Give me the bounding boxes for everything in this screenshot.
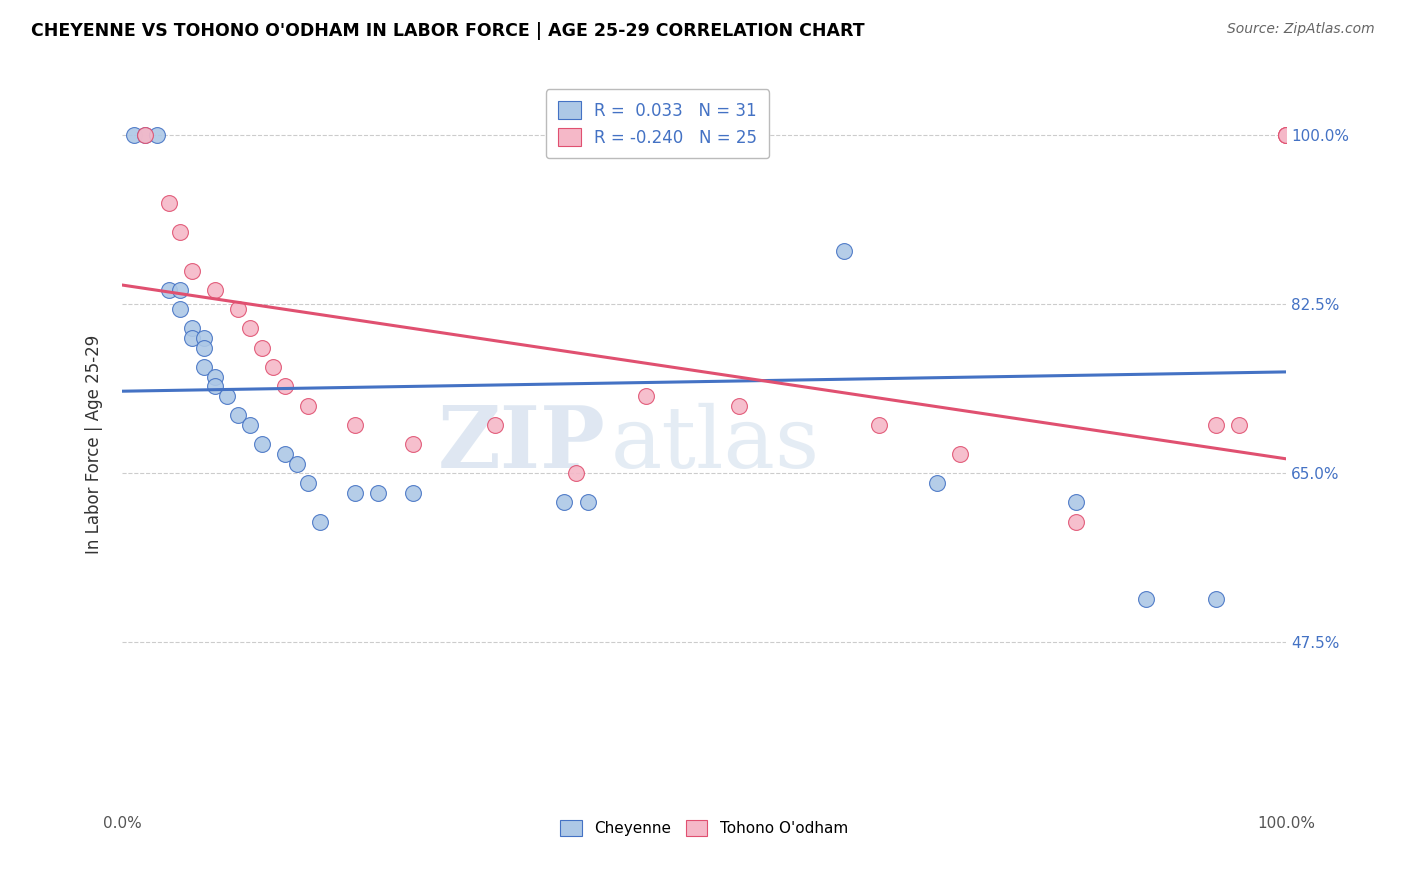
Point <box>215 389 238 403</box>
Point <box>1205 417 1227 432</box>
Point <box>169 302 191 317</box>
Point <box>1066 495 1088 509</box>
Point <box>1275 128 1298 143</box>
Point <box>868 417 890 432</box>
Point <box>228 302 250 317</box>
Point <box>285 457 308 471</box>
Point <box>157 196 180 211</box>
Point <box>576 495 599 509</box>
Point <box>553 495 575 509</box>
Point <box>343 417 366 432</box>
Point <box>146 128 169 143</box>
Point <box>250 341 273 355</box>
Point <box>949 447 972 461</box>
Point <box>1275 128 1298 143</box>
Point <box>728 399 751 413</box>
Point <box>239 321 262 335</box>
Point <box>180 263 202 277</box>
Point <box>484 417 506 432</box>
Point <box>169 225 191 239</box>
Point <box>193 360 215 375</box>
Y-axis label: In Labor Force | Age 25-29: In Labor Force | Age 25-29 <box>86 334 103 554</box>
Point <box>274 447 297 461</box>
Point <box>634 389 657 403</box>
Point <box>180 331 202 345</box>
Point <box>1205 591 1227 606</box>
Point <box>204 369 226 384</box>
Point <box>565 467 588 481</box>
Legend: Cheyenne, Tohono O'odham: Cheyenne, Tohono O'odham <box>553 813 855 844</box>
Point <box>180 321 202 335</box>
Point <box>193 341 215 355</box>
Text: Source: ZipAtlas.com: Source: ZipAtlas.com <box>1227 22 1375 37</box>
Point <box>1229 417 1251 432</box>
Point <box>367 485 389 500</box>
Point <box>309 515 332 529</box>
Point <box>134 128 156 143</box>
Text: ZIP: ZIP <box>437 402 605 486</box>
Point <box>402 485 425 500</box>
Point <box>274 379 297 393</box>
Point <box>157 283 180 297</box>
Point <box>204 283 226 297</box>
Point <box>204 379 226 393</box>
Point <box>193 331 215 345</box>
Point <box>925 475 948 490</box>
Point <box>343 485 366 500</box>
Point <box>228 409 250 423</box>
Point <box>169 283 191 297</box>
Point <box>250 437 273 451</box>
Point <box>1066 515 1088 529</box>
Point <box>1275 128 1298 143</box>
Point <box>402 437 425 451</box>
Point <box>239 417 262 432</box>
Point <box>1135 591 1157 606</box>
Text: atlas: atlas <box>610 402 820 486</box>
Point <box>297 475 319 490</box>
Point <box>262 360 284 375</box>
Point <box>832 244 855 259</box>
Point <box>134 128 156 143</box>
Text: CHEYENNE VS TOHONO O'ODHAM IN LABOR FORCE | AGE 25-29 CORRELATION CHART: CHEYENNE VS TOHONO O'ODHAM IN LABOR FORC… <box>31 22 865 40</box>
Point <box>297 399 319 413</box>
Point <box>122 128 145 143</box>
